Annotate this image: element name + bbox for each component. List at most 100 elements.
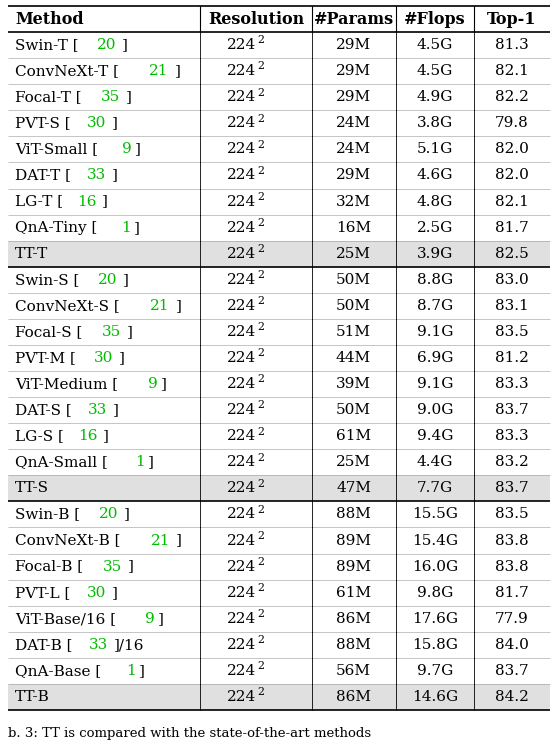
Text: 2: 2 (257, 192, 264, 202)
Bar (8, 241, 550, 267)
Text: 4.4G: 4.4G (416, 455, 453, 469)
Text: 24M: 24M (336, 142, 371, 156)
Text: 2: 2 (257, 661, 264, 672)
Text: 83.8: 83.8 (495, 533, 529, 547)
Text: 83.3: 83.3 (495, 377, 529, 391)
Text: #Flops: #Flops (404, 11, 465, 28)
Text: 2: 2 (257, 62, 264, 71)
Text: ]: ] (127, 325, 133, 339)
Text: 6.9G: 6.9G (416, 351, 453, 365)
Text: 86M: 86M (336, 690, 371, 704)
Text: 83.1: 83.1 (495, 299, 529, 313)
Text: ]: ] (134, 220, 140, 235)
Text: 224: 224 (227, 638, 256, 652)
Text: 1: 1 (121, 220, 131, 235)
Text: 2: 2 (257, 140, 264, 150)
Text: Swin-T [: Swin-T [ (15, 38, 78, 52)
Text: 33: 33 (88, 403, 107, 417)
Text: #Params: #Params (314, 11, 394, 28)
Text: PVT-L [: PVT-L [ (15, 586, 71, 599)
Text: ]: ] (147, 455, 153, 469)
Text: 2: 2 (257, 635, 264, 645)
Text: 224: 224 (227, 351, 256, 365)
Text: DAT-T [: DAT-T [ (15, 168, 71, 183)
Text: ViT-Base/16 [: ViT-Base/16 [ (15, 611, 116, 626)
Text: 14.6G: 14.6G (411, 690, 458, 704)
Text: 3.8G: 3.8G (416, 117, 453, 130)
Text: 2: 2 (257, 687, 264, 697)
Text: 7.7G: 7.7G (416, 481, 453, 496)
Text: 9: 9 (122, 142, 132, 156)
Text: 44M: 44M (336, 351, 371, 365)
Text: 50M: 50M (336, 403, 371, 417)
Text: ]: ] (126, 90, 132, 105)
Text: ]: ] (175, 64, 180, 78)
Text: 35: 35 (103, 559, 122, 574)
Text: Top-1: Top-1 (487, 11, 537, 28)
Text: ConvNeXt-B [: ConvNeXt-B [ (15, 533, 121, 547)
Text: 30: 30 (87, 117, 106, 130)
Text: 39M: 39M (336, 377, 371, 391)
Text: 29M: 29M (336, 90, 371, 105)
Text: 15.4G: 15.4G (412, 533, 458, 547)
Text: 84.2: 84.2 (495, 690, 529, 704)
Text: 224: 224 (227, 508, 256, 521)
Text: 224: 224 (227, 247, 256, 261)
Text: 83.0: 83.0 (495, 273, 529, 287)
Text: 81.3: 81.3 (495, 38, 529, 52)
Text: 224: 224 (227, 403, 256, 417)
Text: ViT-Small [: ViT-Small [ (15, 142, 98, 156)
Text: 15.8G: 15.8G (412, 638, 458, 652)
Text: 25M: 25M (336, 247, 371, 261)
Text: 89M: 89M (336, 533, 371, 547)
Text: ]/16: ]/16 (114, 638, 145, 652)
Text: 1: 1 (135, 455, 145, 469)
Text: 17.6G: 17.6G (412, 611, 458, 626)
Text: 9.7G: 9.7G (416, 664, 453, 678)
Text: 224: 224 (227, 142, 256, 156)
Text: 9: 9 (146, 611, 155, 626)
Text: 81.7: 81.7 (495, 586, 529, 599)
Text: 82.2: 82.2 (495, 90, 529, 105)
Text: 224: 224 (227, 38, 256, 52)
Text: 89M: 89M (336, 559, 371, 574)
Text: ]: ] (123, 273, 129, 287)
Text: 83.7: 83.7 (495, 403, 529, 417)
Text: 4.9G: 4.9G (416, 90, 453, 105)
Text: ]: ] (103, 429, 109, 443)
Text: 9: 9 (148, 377, 158, 391)
Text: 32M: 32M (336, 195, 371, 208)
Text: 15.5G: 15.5G (412, 508, 458, 521)
Bar (8, 684, 550, 710)
Text: 20: 20 (99, 508, 118, 521)
Text: ]: ] (161, 377, 166, 391)
Text: 79.8: 79.8 (495, 117, 529, 130)
Text: 2: 2 (257, 114, 264, 123)
Text: 224: 224 (227, 90, 256, 105)
Text: 2: 2 (257, 583, 264, 593)
Text: 4.6G: 4.6G (416, 168, 453, 183)
Text: 50M: 50M (336, 299, 371, 313)
Text: Resolution: Resolution (208, 11, 304, 28)
Text: 224: 224 (227, 377, 256, 391)
Text: Focal-B [: Focal-B [ (15, 559, 83, 574)
Text: 16M: 16M (336, 220, 371, 235)
Text: TT-S: TT-S (15, 481, 49, 496)
Text: 224: 224 (227, 586, 256, 599)
Text: ]: ] (175, 299, 181, 313)
Text: 29M: 29M (336, 38, 371, 52)
Text: 30: 30 (86, 586, 106, 599)
Text: 3.9G: 3.9G (416, 247, 453, 261)
Text: 88M: 88M (336, 508, 371, 521)
Text: ]: ] (118, 351, 125, 365)
Text: ]: ] (102, 195, 108, 208)
Text: ]: ] (122, 38, 128, 52)
Text: 33: 33 (87, 168, 107, 183)
Text: 9.0G: 9.0G (416, 403, 453, 417)
Text: 47M: 47M (336, 481, 371, 496)
Text: 224: 224 (227, 220, 256, 235)
Text: 2: 2 (257, 401, 264, 411)
Text: 84.0: 84.0 (495, 638, 529, 652)
Text: ]: ] (124, 508, 130, 521)
Text: TT-T: TT-T (15, 247, 48, 261)
